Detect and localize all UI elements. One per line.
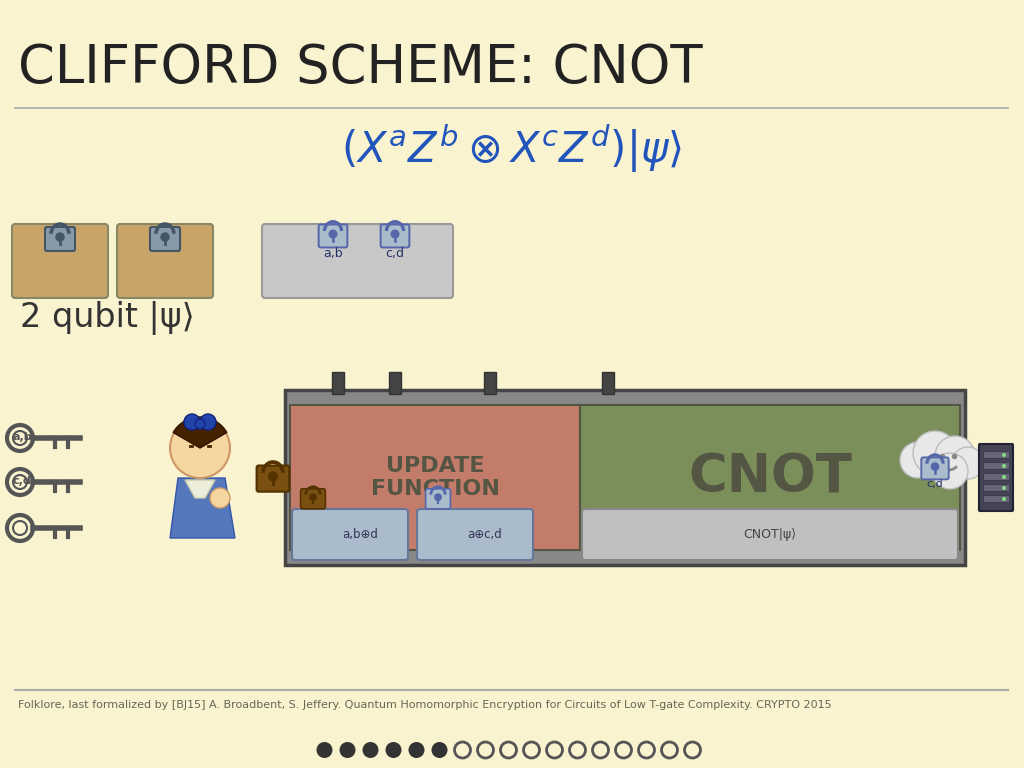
Circle shape bbox=[409, 742, 425, 758]
Circle shape bbox=[932, 453, 968, 489]
Circle shape bbox=[340, 742, 355, 758]
Bar bbox=[580, 405, 961, 550]
Text: CLIFFORD SCHEME: CNOT: CLIFFORD SCHEME: CNOT bbox=[18, 42, 702, 94]
Circle shape bbox=[210, 488, 230, 508]
Bar bbox=[983, 495, 1009, 502]
Circle shape bbox=[952, 447, 984, 479]
Polygon shape bbox=[185, 480, 215, 498]
Circle shape bbox=[195, 419, 205, 429]
Circle shape bbox=[900, 442, 936, 478]
FancyBboxPatch shape bbox=[318, 224, 347, 247]
Wedge shape bbox=[173, 417, 227, 448]
Bar bbox=[332, 372, 344, 394]
FancyBboxPatch shape bbox=[257, 465, 290, 492]
Text: a,b: a,b bbox=[12, 432, 32, 442]
FancyBboxPatch shape bbox=[150, 227, 180, 251]
FancyBboxPatch shape bbox=[979, 444, 1013, 511]
Text: Folklore, last formalized by [BJ15] A. Broadbent, S. Jeffery. Quantum Homomorphi: Folklore, last formalized by [BJ15] A. B… bbox=[18, 700, 831, 710]
Circle shape bbox=[13, 475, 27, 489]
Circle shape bbox=[391, 230, 398, 238]
Polygon shape bbox=[170, 478, 234, 538]
Circle shape bbox=[435, 494, 441, 501]
Text: c,d: c,d bbox=[385, 247, 404, 260]
Bar bbox=[983, 451, 1009, 458]
Circle shape bbox=[329, 230, 337, 238]
Circle shape bbox=[13, 521, 27, 535]
FancyBboxPatch shape bbox=[417, 509, 534, 560]
Text: UPDATE
FUNCTION: UPDATE FUNCTION bbox=[371, 456, 500, 499]
Circle shape bbox=[268, 472, 278, 481]
Circle shape bbox=[913, 431, 957, 475]
Circle shape bbox=[932, 463, 939, 470]
Circle shape bbox=[170, 418, 230, 478]
Circle shape bbox=[13, 431, 27, 445]
FancyBboxPatch shape bbox=[426, 488, 451, 509]
Text: $(X^aZ^b \otimes X^cZ^d)|\psi\rangle$: $(X^aZ^b \otimes X^cZ^d)|\psi\rangle$ bbox=[341, 121, 683, 174]
Circle shape bbox=[161, 233, 169, 241]
Bar bbox=[389, 372, 401, 394]
FancyBboxPatch shape bbox=[12, 224, 108, 298]
Circle shape bbox=[1002, 486, 1006, 490]
FancyBboxPatch shape bbox=[381, 224, 410, 247]
Bar bbox=[290, 405, 580, 550]
Text: CNOT|ψ⟩: CNOT|ψ⟩ bbox=[743, 528, 797, 541]
Circle shape bbox=[935, 436, 975, 476]
Text: a,b: a,b bbox=[324, 247, 343, 260]
Circle shape bbox=[1002, 464, 1006, 468]
Text: a,b⊕d: a,b⊕d bbox=[342, 528, 378, 541]
FancyBboxPatch shape bbox=[117, 224, 213, 298]
Circle shape bbox=[1002, 475, 1006, 479]
Bar bbox=[484, 372, 496, 394]
Bar bbox=[983, 462, 1009, 469]
Bar bbox=[983, 473, 1009, 480]
Circle shape bbox=[310, 494, 316, 501]
FancyBboxPatch shape bbox=[262, 224, 453, 298]
FancyBboxPatch shape bbox=[45, 227, 75, 251]
Bar bbox=[983, 484, 1009, 491]
Text: c,d: c,d bbox=[927, 479, 943, 489]
Circle shape bbox=[1002, 453, 1006, 457]
Circle shape bbox=[362, 742, 379, 758]
Bar bbox=[602, 372, 614, 394]
FancyBboxPatch shape bbox=[922, 458, 948, 479]
Circle shape bbox=[200, 414, 216, 430]
FancyBboxPatch shape bbox=[292, 509, 408, 560]
Text: a⊕c,d: a⊕c,d bbox=[468, 528, 503, 541]
Text: 2 qubit |ψ⟩: 2 qubit |ψ⟩ bbox=[20, 301, 195, 335]
Circle shape bbox=[56, 233, 63, 241]
Circle shape bbox=[385, 742, 401, 758]
FancyBboxPatch shape bbox=[301, 488, 326, 509]
Bar bbox=[285, 390, 965, 565]
Circle shape bbox=[184, 414, 200, 430]
Text: CNOT: CNOT bbox=[688, 452, 852, 504]
Circle shape bbox=[431, 742, 447, 758]
FancyBboxPatch shape bbox=[582, 509, 958, 560]
Circle shape bbox=[316, 742, 333, 758]
Circle shape bbox=[1002, 497, 1006, 501]
Text: c,d: c,d bbox=[12, 476, 32, 486]
